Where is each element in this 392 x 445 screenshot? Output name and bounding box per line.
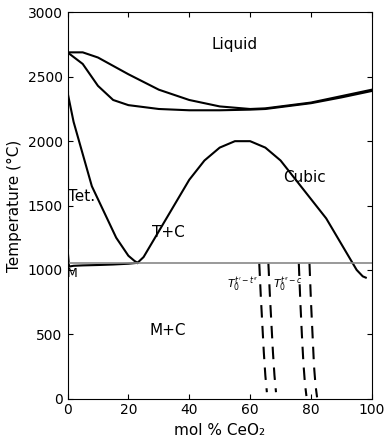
- Text: T+C: T+C: [152, 225, 184, 240]
- Text: Liquid: Liquid: [212, 37, 258, 52]
- Text: M: M: [67, 267, 78, 280]
- Text: Tet.: Tet.: [68, 189, 95, 204]
- Text: Cubic: Cubic: [283, 170, 326, 185]
- Text: $T_0^{t'-t''}$: $T_0^{t'-t''}$: [227, 276, 258, 294]
- Y-axis label: Temperature (°C): Temperature (°C): [7, 139, 22, 271]
- Text: $T_0^{t''-c}$: $T_0^{t''-c}$: [273, 276, 303, 294]
- X-axis label: mol % CeO₂: mol % CeO₂: [174, 423, 265, 438]
- Text: M+C: M+C: [150, 323, 186, 338]
